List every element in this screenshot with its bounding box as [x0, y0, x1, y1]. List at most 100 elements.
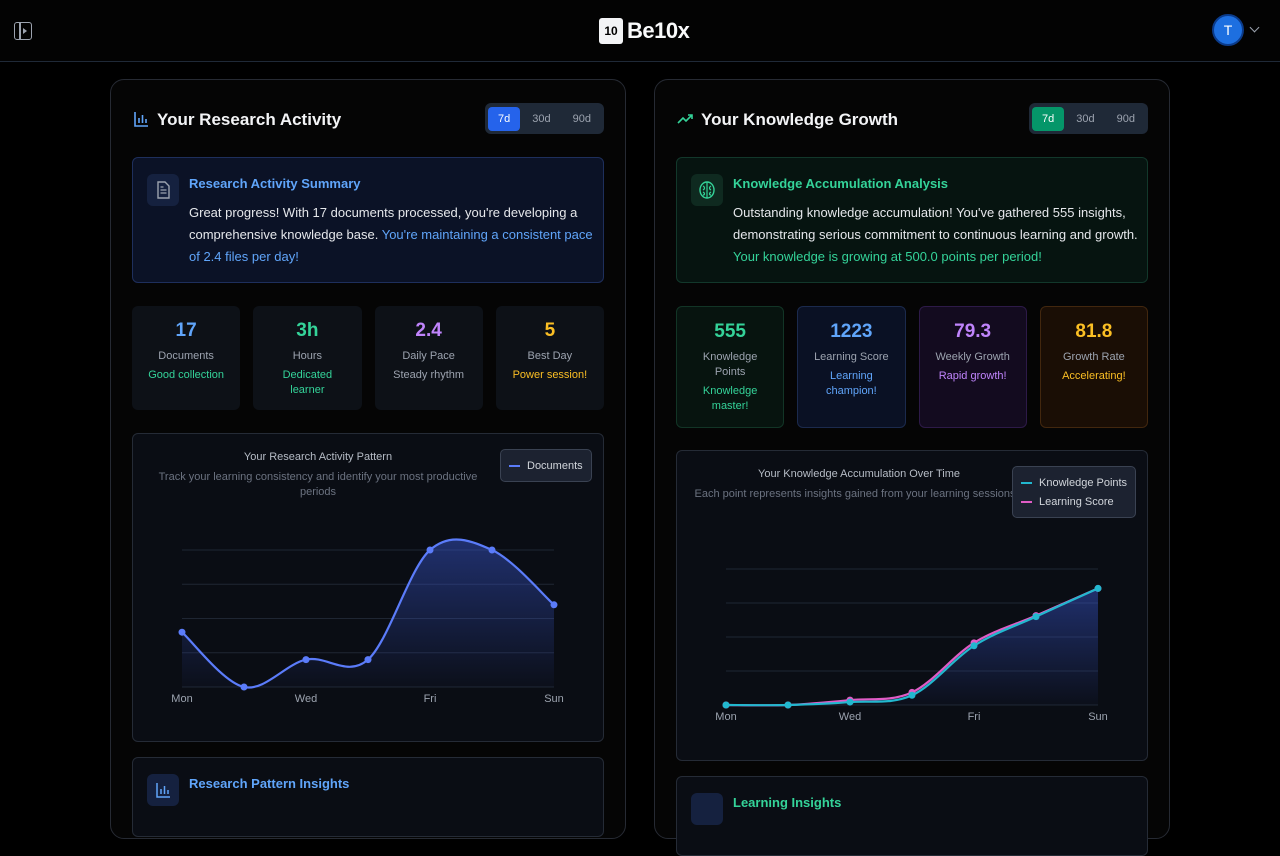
stat-value: 17	[175, 320, 197, 341]
x-tick-label: Fri	[424, 693, 437, 705]
stat-note: Steady rhythm	[393, 369, 465, 381]
area-fill	[182, 539, 554, 688]
lightbulb-icon	[691, 793, 723, 825]
range-selector: 7d 30d 90d	[485, 103, 604, 134]
chart-title: Your Research Activity Pattern	[243, 451, 393, 463]
legend-label: Documents	[527, 459, 583, 472]
range-30d[interactable]: 30d	[532, 112, 551, 125]
legend-swatch	[1021, 500, 1032, 503]
insights-title: Research Pattern Insights	[189, 776, 350, 791]
legend-item: Knowledge Points	[1021, 473, 1127, 492]
stat-value: 5	[544, 320, 556, 341]
data-point	[302, 656, 310, 664]
stat-label: Best Day	[527, 350, 573, 362]
x-tick-label: Sun	[1088, 711, 1108, 723]
summary-title: Knowledge Accumulation Analysis	[733, 176, 949, 191]
stat-label: Learning Score	[814, 351, 889, 363]
stat-value: 3h	[296, 320, 319, 341]
data-point	[426, 546, 434, 554]
range-30d[interactable]: 30d	[1076, 112, 1095, 125]
area-fill	[726, 588, 1098, 706]
stat-label: Hours	[292, 350, 323, 362]
data-point	[364, 656, 372, 664]
document-icon	[147, 174, 179, 206]
summary-body: Great progress! With 17 documents proces…	[189, 205, 578, 242]
range-90d[interactable]: 90d	[1116, 112, 1135, 125]
x-tick-label: Sun	[544, 693, 564, 705]
x-tick-label: Fri	[968, 711, 981, 723]
panel-title: Your Knowledge Growth	[701, 110, 899, 129]
data-point	[1094, 584, 1102, 592]
summary-text: Great progress! With 17 documents proces…	[189, 202, 594, 268]
bar-chart-icon	[147, 774, 179, 806]
chart-legend[interactable]: Documents	[500, 449, 592, 482]
avatar[interactable]: T	[1212, 14, 1244, 46]
legend-label: Learning Score	[1039, 495, 1114, 508]
data-point	[178, 628, 186, 636]
logo-badge: 10	[599, 18, 623, 44]
data-point	[240, 683, 248, 691]
stat-note: Dedicated learner	[282, 369, 333, 396]
logo[interactable]: 10 Be10x	[599, 17, 690, 45]
stat-label: Weekly Growth	[935, 351, 1010, 363]
stat-value: 79.3	[954, 321, 992, 342]
data-point	[970, 642, 978, 650]
stat-learning-score: 1223 Learning Score Learning champion!	[797, 306, 906, 428]
stat-note: Knowledge master!	[702, 385, 758, 412]
x-tick-label: Mon	[171, 693, 192, 705]
stat-knowledge-points: 555 Knowledge Points Knowledge master!	[676, 306, 785, 428]
summary-text: Outstanding knowledge accumulation! You'…	[733, 202, 1138, 268]
stat-documents: 17 Documents Good collection	[132, 306, 241, 410]
brain-icon	[691, 174, 723, 206]
stat-note: Accelerating!	[1062, 370, 1126, 382]
stat-best-day: 5 Best Day Power session!	[495, 306, 604, 410]
stats-row: 555 Knowledge Points Knowledge master! 1…	[676, 306, 1148, 428]
data-point	[784, 701, 792, 709]
stat-label: Daily Pace	[402, 350, 455, 362]
stats-row: 17 Documents Good collection 3h Hours De…	[132, 306, 604, 410]
trending-up-icon	[677, 114, 693, 124]
range-90d[interactable]: 90d	[572, 112, 591, 125]
summary-title: Research Activity Summary	[189, 176, 361, 191]
bar-chart-icon	[134, 112, 148, 127]
stat-note: Power session!	[512, 369, 588, 381]
summary-card: Research Activity Summary Great progress…	[132, 157, 604, 283]
stat-value: 555	[714, 321, 746, 342]
chart-plot: Mon Wed Fri Sun	[715, 568, 1108, 723]
range-7d[interactable]: 7d	[1032, 106, 1065, 131]
summary-highlight: Your knowledge is growing at 500.0 point…	[733, 249, 1042, 264]
legend-label: Knowledge Points	[1039, 476, 1128, 489]
top-bar: 10 Be10x T	[0, 0, 1280, 62]
x-tick-label: Wed	[839, 711, 861, 723]
summary-card: Knowledge Accumulation Analysis Outstand…	[676, 157, 1148, 283]
legend-item: Documents	[509, 456, 583, 475]
data-point	[550, 601, 558, 609]
stat-note: Rapid growth!	[938, 370, 1007, 382]
chart-subtitle: Track your learning consistency and iden…	[158, 471, 478, 498]
stat-label: Knowledge Points	[702, 351, 758, 378]
research-insights-card: Research Pattern Insights	[132, 757, 604, 837]
research-activity-panel: Your Research Activity 7d 30d 90d Resear…	[110, 79, 626, 839]
chart-legend[interactable]: Knowledge Points Learning Score	[1012, 466, 1137, 518]
summary-highlight: You're maintaining a consistent pace of …	[189, 227, 593, 264]
x-tick-label: Wed	[295, 693, 317, 705]
knowledge-chart-card: Mon Wed Fri Sun Your Knowledge Accumulation…	[676, 450, 1148, 761]
knowledge-growth-panel: Your Knowledge Growth 7d 30d 90d Knowled…	[654, 79, 1170, 856]
range-7d[interactable]: 7d	[488, 106, 521, 131]
sidebar-toggle-icon[interactable]	[14, 22, 32, 40]
stat-value: 81.8	[1075, 321, 1113, 342]
data-point	[908, 691, 916, 699]
stat-label: Growth Rate	[1063, 351, 1125, 363]
data-point	[488, 546, 496, 554]
legend-swatch	[509, 464, 520, 467]
data-point	[1032, 613, 1040, 621]
stat-note: Learning champion!	[825, 370, 877, 397]
stat-hours: 3h Hours Dedicated learner	[253, 306, 362, 410]
chevron-down-icon[interactable]	[1249, 22, 1260, 33]
range-selector: 7d 30d 90d	[1029, 103, 1148, 134]
panel-title: Your Research Activity	[157, 110, 342, 129]
legend-item: Learning Score	[1021, 492, 1127, 511]
chart-subtitle: Each point represents insights gained fr…	[694, 488, 1016, 500]
stat-note: Good collection	[148, 369, 225, 381]
x-tick-label: Mon	[715, 711, 736, 723]
